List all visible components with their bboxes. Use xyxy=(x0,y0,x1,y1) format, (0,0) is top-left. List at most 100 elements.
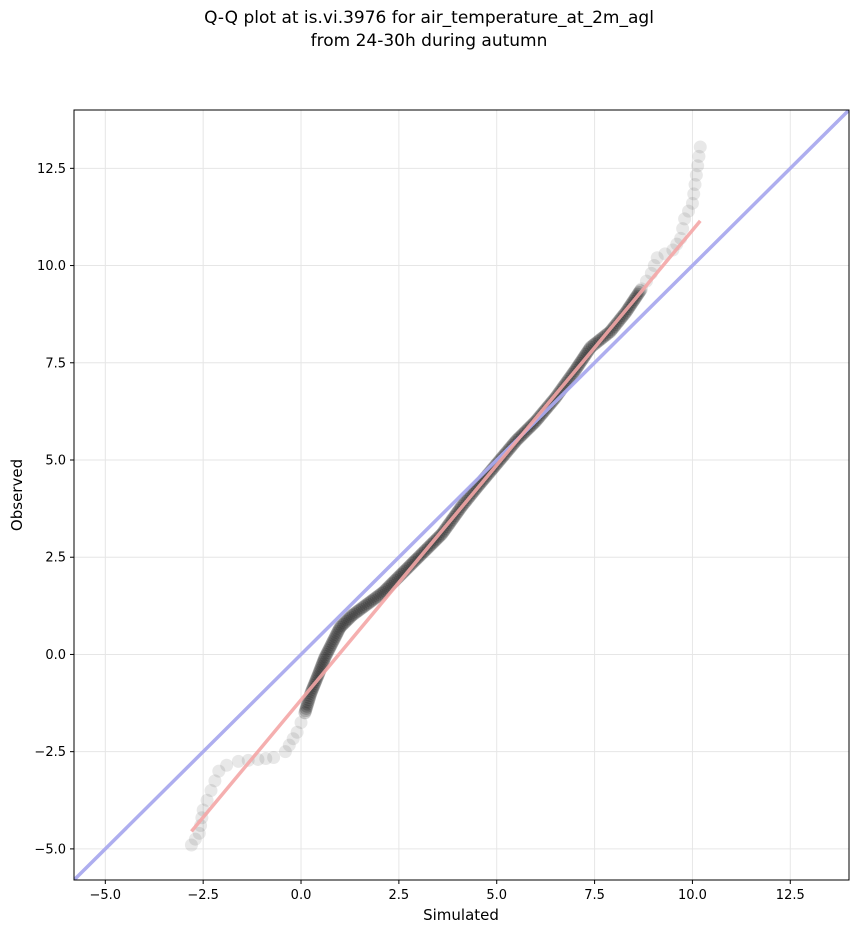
qq-point xyxy=(373,588,387,602)
y-axis-label: Observed xyxy=(8,459,26,531)
y-tick-label: 12.5 xyxy=(37,162,66,177)
chart-title: Q-Q plot at is.vi.3976 for air_temperatu… xyxy=(204,8,654,28)
qq-point xyxy=(685,196,699,210)
qq-point xyxy=(399,563,413,577)
qq-point xyxy=(324,638,338,652)
qq-point xyxy=(315,657,329,671)
x-tick-label: −5.0 xyxy=(90,888,122,903)
qq-point xyxy=(298,706,312,720)
qq-point xyxy=(366,593,380,607)
x-tick-label: −2.5 xyxy=(187,888,219,903)
qq-point xyxy=(368,592,382,606)
x-tick-label: 0.0 xyxy=(291,888,312,903)
qq-point xyxy=(320,646,334,659)
x-tick-label: 2.5 xyxy=(389,888,410,903)
qq-point xyxy=(300,699,314,713)
y-tick-label: −5.0 xyxy=(34,842,66,857)
qq-point xyxy=(322,642,336,656)
qq-point xyxy=(231,754,245,768)
qq-point xyxy=(354,602,368,616)
qq-point xyxy=(212,764,226,778)
qq-point xyxy=(321,644,335,658)
plot-frame xyxy=(73,109,850,881)
x-axis-label: Simulated xyxy=(423,906,499,924)
qq-point xyxy=(330,626,344,640)
chart-subtitle: from 24-30h during autumn xyxy=(310,31,548,51)
x-tick-label: 12.5 xyxy=(776,888,805,903)
qq-point xyxy=(682,204,696,218)
qq-point xyxy=(327,632,341,646)
qq-point xyxy=(325,636,339,650)
qq-point xyxy=(350,605,364,619)
qq-point xyxy=(342,611,356,625)
qq-point xyxy=(650,251,664,265)
qq-point xyxy=(355,601,369,615)
qq-point xyxy=(400,561,414,575)
qq-point xyxy=(282,738,296,752)
qq-point xyxy=(290,725,304,739)
qq-point xyxy=(362,596,376,610)
qq-point xyxy=(689,168,703,182)
qq-point xyxy=(305,684,319,698)
qq-point xyxy=(676,222,690,236)
qq-point xyxy=(338,616,352,630)
qq-point xyxy=(301,695,315,709)
qq-point xyxy=(688,178,702,192)
qq-point xyxy=(333,620,347,634)
y-tick-label: 2.5 xyxy=(45,551,66,566)
qq-point xyxy=(585,339,599,353)
qq-point xyxy=(192,826,206,840)
qq-point xyxy=(693,140,707,154)
qq-point xyxy=(369,590,383,604)
qq-point xyxy=(329,628,343,642)
qq-point xyxy=(581,344,595,358)
qq-point xyxy=(318,651,332,665)
qq-point xyxy=(316,655,330,669)
qq-point xyxy=(336,617,350,631)
qq-point xyxy=(332,622,346,636)
qq-point xyxy=(184,838,198,852)
qq-point xyxy=(678,212,692,226)
qq-point xyxy=(692,149,706,163)
lines-layer xyxy=(74,110,849,880)
qq-point xyxy=(341,613,355,627)
qq-point xyxy=(352,603,366,617)
qq-point xyxy=(647,259,661,273)
qq-point xyxy=(294,716,308,729)
qq-point xyxy=(319,647,333,661)
qq-point xyxy=(687,187,701,201)
y-tick-label: 5.0 xyxy=(45,454,66,469)
qq-point xyxy=(402,560,416,574)
qq-point xyxy=(587,337,601,351)
fit-line xyxy=(190,219,702,833)
x-tick-label: 10.0 xyxy=(678,888,707,903)
qq-point xyxy=(343,610,357,624)
qq-point xyxy=(403,558,417,572)
qq-point xyxy=(323,640,337,654)
qq-point xyxy=(691,159,705,173)
qq-point xyxy=(200,793,214,807)
qq-point xyxy=(666,243,680,257)
qq-point xyxy=(311,669,325,683)
qq-point xyxy=(331,624,345,638)
x-tick-label: 5.0 xyxy=(486,888,507,903)
qq-point xyxy=(345,609,359,623)
y-tick-label: 10.0 xyxy=(37,259,66,274)
qq-point xyxy=(347,607,361,621)
qq-point xyxy=(286,732,300,746)
qq-point xyxy=(267,751,281,764)
qq-point xyxy=(371,589,385,603)
qq-point xyxy=(364,594,378,608)
qq-point xyxy=(299,701,313,715)
qq-point xyxy=(204,784,218,798)
qq-point xyxy=(299,704,313,718)
reference-line xyxy=(74,110,849,880)
qq-point xyxy=(220,758,234,772)
qq-point xyxy=(317,653,331,667)
y-tick-label: −2.5 xyxy=(34,745,66,760)
qq-point xyxy=(335,619,349,633)
qq-point xyxy=(639,274,653,288)
qq-point xyxy=(318,649,332,663)
qq-point xyxy=(259,751,273,765)
